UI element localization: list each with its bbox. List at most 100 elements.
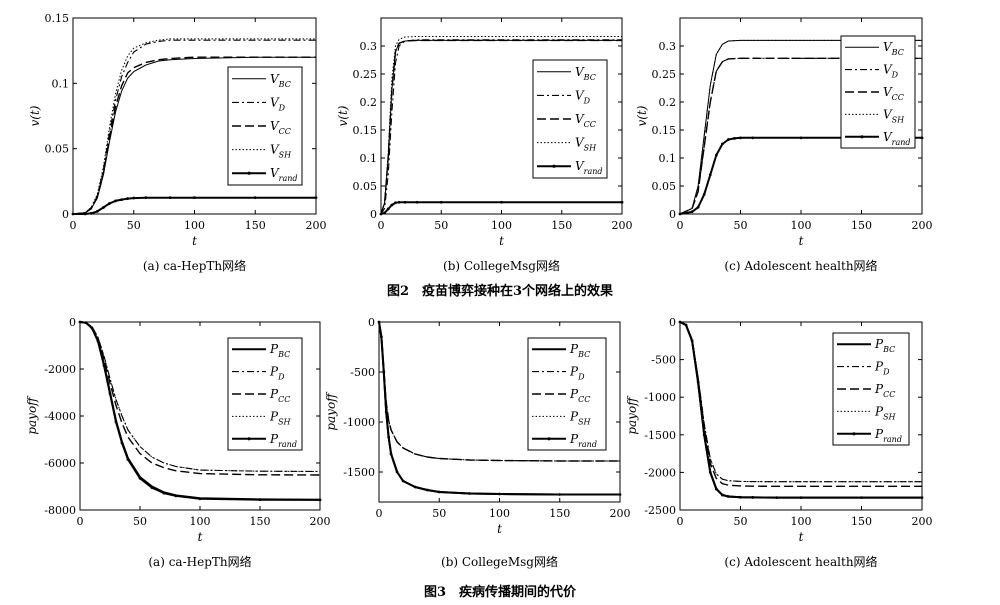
x-tick-label: 150 — [245, 219, 266, 232]
y-tick-label: -4000 — [44, 410, 76, 423]
legend-label-V_rand: Vrand — [270, 166, 298, 183]
series-point-V_rand — [415, 200, 419, 204]
x-tick-label: 150 — [851, 515, 872, 528]
y-tick-label: 0.3 — [360, 40, 378, 53]
y-tick-label: 0.15 — [353, 124, 378, 137]
x-tick-label: 100 — [791, 515, 812, 528]
x-tick-label: 50 — [734, 219, 748, 232]
series-point-P_rand — [380, 335, 383, 339]
series-line-P_rand — [79, 321, 321, 501]
y-axis-label: payoff — [324, 391, 338, 431]
series-point-P_rand — [467, 492, 471, 495]
y-tick-label: 0 — [62, 208, 69, 221]
x-tick-label: 0 — [378, 219, 385, 232]
x-tick-label: 0 — [677, 219, 684, 232]
chart-3: 0 50 100 150 200 0 0.05 0.1 0.15 0.2 0.25 0.3 t v(t) (… — [635, 17, 933, 273]
series-point-V_rand — [108, 202, 111, 205]
series-point-V_rand — [403, 200, 407, 204]
legend-label-V_SH: VSH — [270, 143, 292, 160]
series-point-P_rand — [775, 496, 779, 499]
series-point-P_rand — [318, 498, 322, 502]
x-tick-label: 0 — [70, 219, 77, 232]
legend-label-V_CC: VCC — [575, 112, 596, 129]
x-tick-label: 150 — [250, 515, 271, 528]
y-tick-label: -500 — [651, 354, 676, 367]
series-point-P_rand — [920, 496, 924, 499]
chart-5: 0 50 100 150 200 0 -500 -1000 -1500 t payoff (b) Co… — [324, 316, 631, 569]
legend-label-V_SH: VSH — [883, 107, 905, 124]
series-point-V_rand — [168, 196, 172, 200]
series-line-V_CC — [679, 57, 922, 215]
subplot-caption: (a) ca-HepTh网络 — [143, 258, 246, 273]
y-tick-label: -1500 — [343, 466, 375, 479]
legend: PBC PD PCC PSH Prand — [527, 337, 607, 451]
series-point-V_rand — [386, 207, 390, 211]
series-point-P_rand — [799, 496, 803, 499]
series-point-P_rand — [498, 492, 501, 496]
series-point-P_rand — [413, 485, 417, 489]
legend-label-P_D: PD — [269, 365, 285, 382]
series-point-V_rand — [696, 205, 700, 209]
legend-label-P_CC: PCC — [874, 382, 895, 399]
x-tick-label: 50 — [434, 219, 448, 232]
series-point-P_rand — [389, 452, 393, 456]
chart-4: 0 50 100 150 200 0 -2000 -4000 -6000 -8000 t payoff… — [25, 316, 331, 569]
legend-label-V_rand: Vrand — [575, 159, 603, 176]
series-point-P_rand — [678, 320, 682, 324]
legend-marker-V_rand — [552, 164, 556, 168]
series-point-P_rand — [114, 420, 118, 424]
legend: PBC PD PCC PSH Prand — [832, 332, 910, 446]
series-point-P_rand — [395, 470, 399, 474]
chart-6: 0 50 100 150 200 0 -500 -1000 -1500 -2000 -2500 t pa… — [625, 316, 933, 569]
x-axis-label: t — [198, 530, 203, 544]
x-tick-label: 100 — [791, 219, 812, 232]
y-tick-label: -500 — [350, 366, 375, 379]
legend: VBC VD VCC VSH Vrand — [840, 35, 916, 149]
series-point-V_rand — [120, 198, 123, 202]
series-point-P_rand — [558, 493, 562, 496]
y-axis-label: v(t) — [28, 105, 42, 126]
series-line-V_SH — [72, 38, 316, 215]
series-line-P_SH — [378, 321, 620, 462]
series-point-V_rand — [383, 211, 387, 215]
legend-label-V_D: VD — [270, 95, 286, 112]
x-axis-label: t — [799, 234, 804, 248]
y-axis-label: v(t) — [336, 105, 350, 126]
chart-2: 0 50 100 150 200 0 0.05 0.1 0.15 0.2 0.25 0.3 t v(t) (… — [336, 17, 633, 273]
y-tick-label: -2500 — [644, 504, 676, 517]
x-tick-label: 150 — [851, 219, 872, 232]
legend-label-V_CC: VCC — [883, 85, 904, 102]
series-point-P_rand — [437, 490, 441, 494]
series-point-P_rand — [684, 323, 688, 327]
legend-label-V_SH: VSH — [575, 136, 597, 153]
y-tick-label: 0.05 — [45, 143, 70, 156]
series-point-V_rand — [799, 136, 803, 140]
y-tick-label: 0.2 — [659, 96, 677, 109]
legend-label-P_CC: PCC — [569, 387, 590, 404]
series-point-V_rand — [397, 200, 401, 204]
series-point-P_rand — [690, 339, 694, 343]
series-point-P_rand — [174, 494, 178, 498]
legend-label-P_BC: PBC — [874, 337, 895, 354]
legend-label-V_D: VD — [883, 63, 899, 80]
subplot-caption: (b) CollegeMsg网络 — [443, 258, 560, 273]
legend-label-P_BC: PBC — [269, 342, 290, 359]
subplot-caption: (b) CollegeMsg网络 — [441, 554, 558, 569]
series-point-P_rand — [84, 321, 88, 325]
legend-label-V_CC: VCC — [270, 119, 291, 136]
series-point-V_rand — [379, 212, 383, 216]
y-tick-label: 0.1 — [52, 77, 70, 90]
y-tick-label: 0 — [669, 208, 676, 221]
y-tick-label: 0 — [669, 316, 676, 329]
series-point-V_rand — [500, 200, 503, 204]
legend-label-P_BC: PBC — [569, 342, 590, 359]
series-point-P_rand — [162, 491, 166, 495]
y-tick-label: 0.3 — [659, 40, 677, 53]
series-point-V_rand — [439, 200, 443, 204]
x-tick-label: 200 — [306, 219, 327, 232]
legend-label-V_BC: VBC — [270, 72, 291, 89]
legend-marker-V_rand — [247, 171, 251, 175]
y-tick-label: -2000 — [44, 363, 76, 376]
y-tick-label: -6000 — [44, 457, 76, 470]
